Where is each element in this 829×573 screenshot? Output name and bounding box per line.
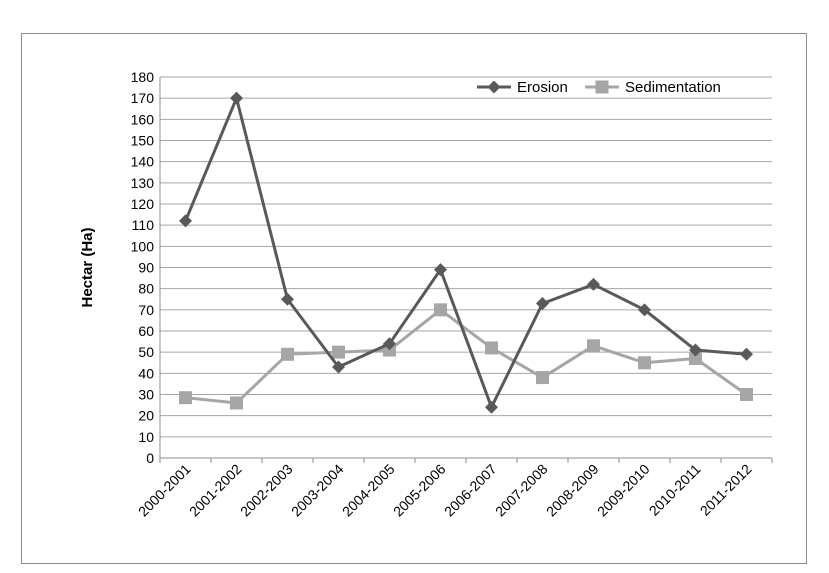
erosion-point [179, 214, 192, 228]
y-tick-label: 0 [146, 450, 154, 466]
erosion-line [184, 96, 747, 409]
y-tick-label: 120 [131, 196, 155, 212]
y-tick-label: 180 [131, 69, 155, 85]
legend-sedimentation-marker [595, 80, 609, 94]
y-tick-label: 100 [131, 238, 155, 254]
y-tick-label: 90 [138, 260, 154, 276]
x-tick-label: 2004-2005 [339, 461, 398, 520]
erosion-point [383, 337, 396, 351]
legend-erosion-label: Erosion [517, 79, 568, 96]
x-tick-label: 2000-2001 [135, 461, 194, 520]
x-tick-label: 2006-2007 [441, 461, 500, 520]
sedimentation-point [587, 339, 600, 353]
erosion-point [485, 400, 498, 414]
sedimentation-point [434, 303, 447, 317]
y-tick-label: 160 [131, 111, 155, 127]
chart-frame [21, 33, 807, 564]
x-tick-label: 2011-2012 [697, 461, 755, 519]
y-tick-label: 40 [138, 365, 154, 381]
y-tick-label: 170 [131, 90, 155, 106]
y-tick-label: 70 [138, 302, 154, 318]
erosion-point [434, 263, 447, 277]
sedimentation-point [179, 391, 192, 405]
sedimentation-point [740, 388, 753, 401]
x-tick-label: 2010-2011 [646, 461, 704, 519]
x-tick-label: 2003-2004 [288, 461, 347, 520]
erosion-point [230, 91, 243, 105]
sedimentation-point [230, 396, 243, 410]
y-tick-label: 60 [138, 323, 154, 339]
y-tick-label: 10 [138, 429, 154, 445]
erosion-point [740, 347, 753, 361]
sedimentation-point [536, 371, 549, 385]
y-tick-label: 150 [131, 133, 155, 149]
sedimentation-point [485, 341, 498, 355]
y-tick-label: 30 [138, 387, 154, 403]
x-tick-label: 2009-2010 [594, 461, 653, 520]
sedimentation-point [638, 356, 651, 370]
erosion-point [638, 303, 651, 317]
sedimentation-point [332, 345, 345, 359]
y-tick-label: 80 [138, 281, 154, 297]
erosion-point [689, 343, 702, 357]
y-tick-label: 50 [138, 344, 154, 360]
legend-sedimentation-label: Sedimentation [625, 79, 721, 96]
x-tick-label: 2008-2009 [543, 461, 602, 520]
sedimentation-point [689, 352, 702, 366]
y-tick-label: 130 [131, 175, 155, 191]
erosion-point [536, 296, 549, 310]
sedimentation-line [185, 308, 748, 405]
sedimentation-point [281, 347, 294, 361]
erosion-point [332, 360, 345, 374]
x-tick-label: 2001-2002 [186, 461, 245, 520]
y-tick-label: 140 [131, 154, 155, 170]
erosion-point [587, 277, 600, 291]
x-tick-label: 2007-2008 [492, 461, 551, 520]
erosion-point [281, 292, 294, 306]
y-tick-label: 110 [132, 217, 155, 233]
x-tick-label: 2002-2003 [237, 461, 296, 520]
y-tick-label: 20 [138, 408, 154, 424]
legend-erosion-marker [487, 80, 501, 94]
x-tick-label: 2005-2006 [390, 461, 449, 520]
y-axis-label: Hectar (Ha) [79, 227, 96, 307]
